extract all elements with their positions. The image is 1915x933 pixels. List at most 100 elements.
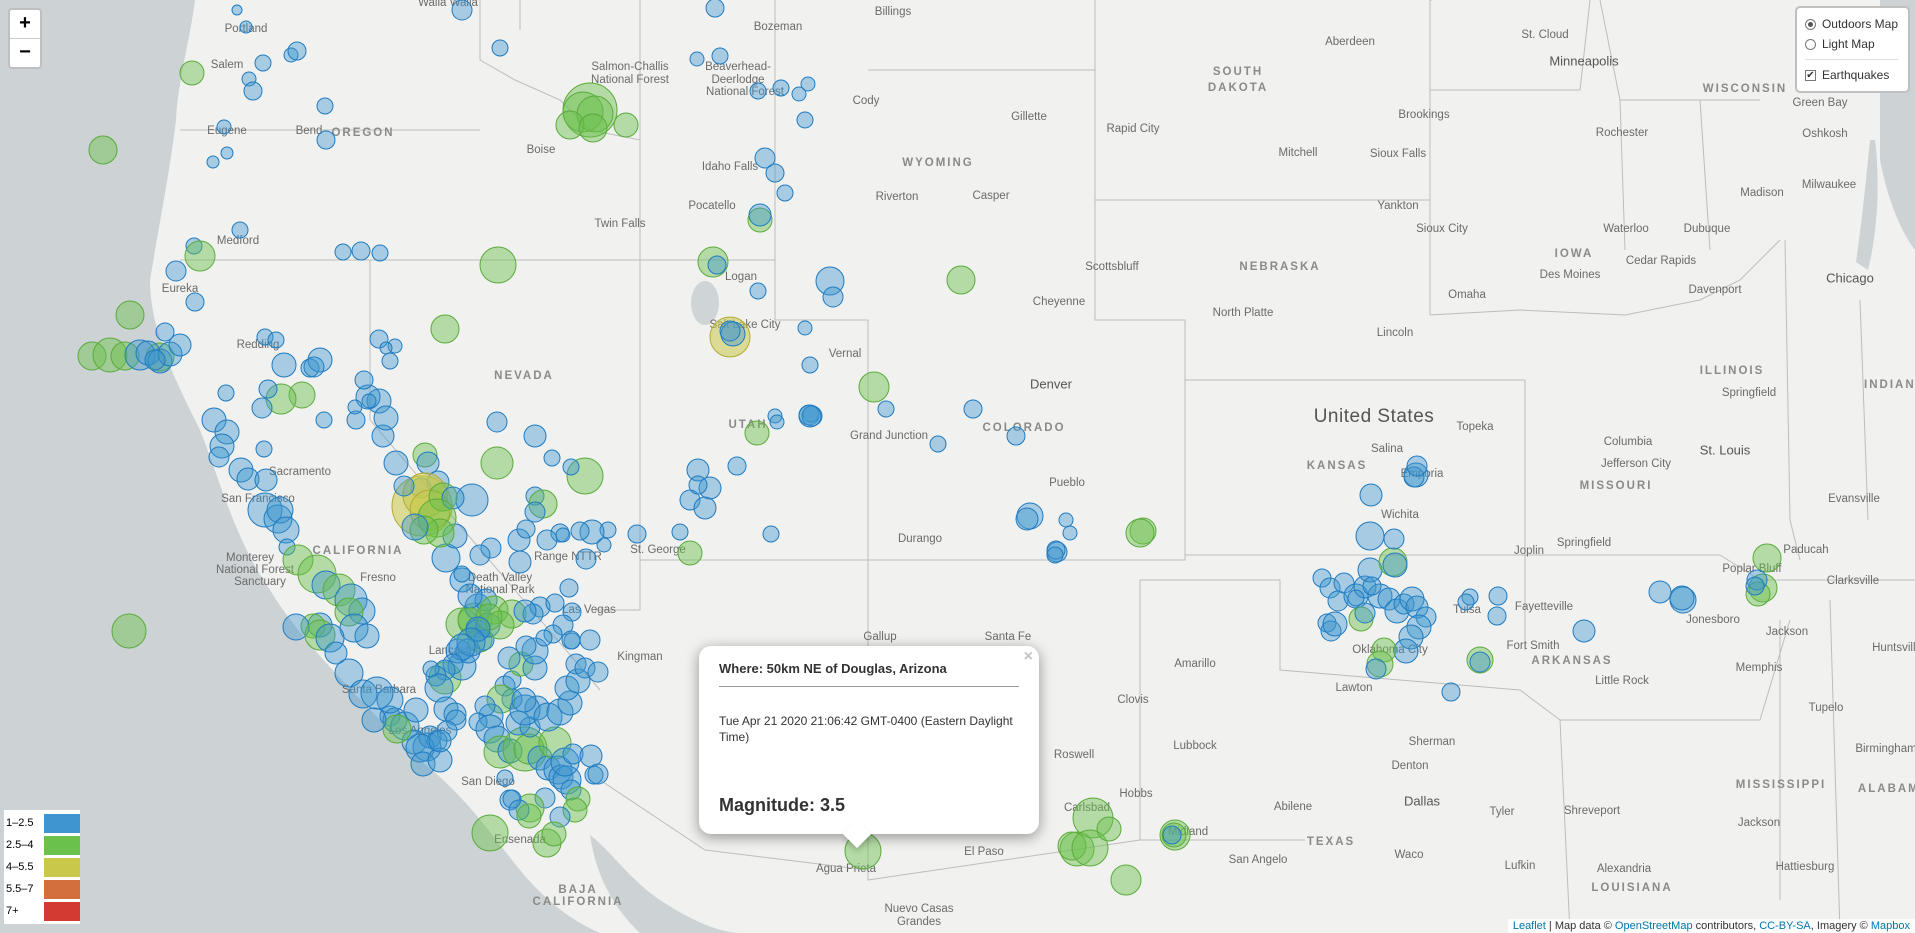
- base-layer-light[interactable]: Light Map: [1804, 34, 1898, 54]
- earthquake-marker[interactable]: [705, 0, 725, 18]
- earthquake-marker[interactable]: [165, 260, 187, 282]
- earthquake-marker[interactable]: [1393, 638, 1419, 664]
- earthquake-marker[interactable]: [587, 763, 609, 785]
- earthquake-marker[interactable]: [231, 221, 249, 239]
- earthquake-marker[interactable]: [516, 803, 542, 829]
- earthquake-marker[interactable]: [711, 47, 729, 65]
- earthquake-marker[interactable]: [369, 329, 389, 349]
- earthquake-marker[interactable]: [251, 397, 273, 419]
- earthquake-marker[interactable]: [255, 440, 273, 458]
- earthquake-marker[interactable]: [347, 399, 363, 415]
- earthquake-marker[interactable]: [412, 732, 442, 762]
- earthquake-marker[interactable]: [179, 60, 205, 86]
- earthquake-marker[interactable]: [1016, 502, 1044, 530]
- base-layer-outdoors[interactable]: Outdoors Map: [1804, 14, 1898, 34]
- leaflet-link[interactable]: Leaflet: [1512, 920, 1546, 932]
- earthquake-marker[interactable]: [693, 496, 717, 520]
- radio-icon[interactable]: [1804, 18, 1816, 30]
- earthquake-marker[interactable]: [479, 595, 509, 625]
- earthquake-marker[interactable]: [427, 747, 453, 773]
- earthquake-marker[interactable]: [157, 341, 183, 367]
- earthquake-marker[interactable]: [496, 769, 514, 787]
- earthquake-marker[interactable]: [1046, 546, 1064, 564]
- earthquake-marker[interactable]: [381, 352, 399, 370]
- earthquake-marker[interactable]: [525, 486, 545, 506]
- earthquake-marker[interactable]: [220, 146, 234, 160]
- earthquake-marker[interactable]: [111, 613, 147, 649]
- earthquake-marker[interactable]: [1382, 552, 1408, 578]
- overlay-earthquakes[interactable]: ✔ Earthquakes: [1804, 65, 1898, 85]
- earthquake-marker[interactable]: [115, 300, 145, 330]
- earthquake-marker[interactable]: [88, 135, 118, 165]
- earthquake-marker[interactable]: [1648, 580, 1672, 604]
- earthquake-marker[interactable]: [424, 673, 454, 703]
- earthquake-marker[interactable]: [561, 630, 581, 650]
- earthquake-marker[interactable]: [545, 593, 565, 613]
- earthquake-marker[interactable]: [566, 457, 604, 495]
- earthquake-marker[interactable]: [776, 184, 794, 202]
- earthquake-marker[interactable]: [1752, 543, 1782, 573]
- earthquake-marker[interactable]: [185, 237, 203, 255]
- earthquake-marker[interactable]: [686, 458, 710, 482]
- earthquake-marker[interactable]: [393, 475, 415, 497]
- earthquake-marker[interactable]: [587, 661, 609, 683]
- earthquake-marker[interactable]: [231, 4, 243, 16]
- earthquake-marker[interactable]: [478, 703, 504, 729]
- earthquake-marker[interactable]: [565, 786, 591, 812]
- earthquake-marker[interactable]: [929, 435, 947, 453]
- earthquake-marker[interactable]: [303, 356, 325, 378]
- earthquake-marker[interactable]: [1488, 586, 1508, 606]
- earthquake-marker[interactable]: [425, 518, 455, 548]
- earthquake-marker[interactable]: [485, 610, 515, 640]
- earthquake-marker[interactable]: [689, 51, 705, 67]
- earthquake-marker[interactable]: [627, 524, 647, 544]
- earthquake-marker[interactable]: [596, 537, 612, 553]
- earthquake-marker[interactable]: [1162, 825, 1182, 845]
- earthquake-marker[interactable]: [769, 414, 785, 430]
- earthquake-marker[interactable]: [315, 411, 333, 429]
- earthquake-marker[interactable]: [744, 420, 770, 446]
- earthquake-marker[interactable]: [254, 468, 278, 492]
- earthquake-marker[interactable]: [877, 400, 895, 418]
- osm-link[interactable]: OpenStreetMap: [1614, 920, 1693, 932]
- earthquake-marker[interactable]: [513, 733, 545, 765]
- earthquake-marker[interactable]: [534, 787, 556, 809]
- earthquake-marker[interactable]: [523, 424, 547, 448]
- earthquake-marker[interactable]: [1406, 614, 1432, 640]
- earthquake-marker[interactable]: [565, 668, 591, 694]
- earthquake-marker[interactable]: [1062, 525, 1078, 541]
- earthquake-marker[interactable]: [559, 578, 579, 598]
- earthquake-marker[interactable]: [334, 658, 364, 688]
- earthquake-marker[interactable]: [379, 341, 393, 355]
- earthquake-marker[interactable]: [278, 538, 296, 556]
- earthquake-marker[interactable]: [266, 496, 294, 524]
- earthquake-marker[interactable]: [483, 735, 517, 769]
- earthquake-marker[interactable]: [613, 112, 639, 138]
- earthquake-marker[interactable]: [430, 314, 460, 344]
- earthquake-marker[interactable]: [455, 483, 489, 517]
- earthquake-marker[interactable]: [426, 730, 448, 752]
- earthquake-marker[interactable]: [455, 638, 481, 664]
- earthquake-marker[interactable]: [1161, 822, 1187, 848]
- earthquake-marker[interactable]: [1006, 426, 1026, 446]
- earthquake-marker[interactable]: [772, 79, 790, 97]
- earthquake-marker[interactable]: [475, 612, 501, 638]
- earthquake-marker[interactable]: [1406, 455, 1428, 477]
- earthquake-marker[interactable]: [754, 147, 776, 169]
- earthquake-marker[interactable]: [748, 203, 772, 227]
- earthquake-marker[interactable]: [963, 399, 983, 419]
- earthquake-marker[interactable]: [217, 384, 235, 402]
- earthquake-marker[interactable]: [1059, 831, 1095, 867]
- popup-close-button[interactable]: ×: [1023, 648, 1033, 665]
- earthquake-marker[interactable]: [1322, 611, 1348, 637]
- earthquake-marker[interactable]: [765, 163, 785, 183]
- earthquake-marker[interactable]: [445, 709, 467, 731]
- earthquake-marker[interactable]: [1398, 624, 1424, 650]
- earthquake-marker[interactable]: [698, 476, 722, 500]
- earthquake-marker[interactable]: [578, 113, 608, 143]
- earthquake-marker[interactable]: [256, 328, 274, 346]
- earthquake-marker[interactable]: [801, 356, 819, 374]
- earthquake-marker[interactable]: [497, 646, 521, 670]
- earthquake-marker[interactable]: [797, 320, 813, 336]
